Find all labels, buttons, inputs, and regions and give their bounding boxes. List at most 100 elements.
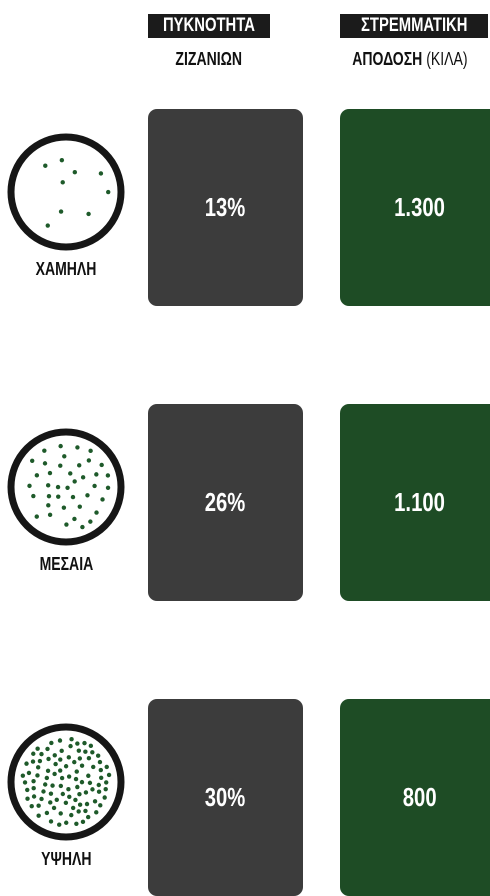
icon-dot bbox=[49, 740, 54, 746]
icon-dot bbox=[25, 787, 30, 793]
icon-dot bbox=[77, 463, 82, 468]
icon-dot bbox=[74, 821, 79, 826]
icon-dot bbox=[79, 779, 85, 785]
icon-dot bbox=[72, 170, 78, 175]
icon-dot bbox=[95, 753, 101, 758]
icon-dot bbox=[50, 783, 55, 788]
icon-dot bbox=[98, 803, 103, 808]
icon-ring bbox=[7, 133, 125, 251]
icon-dot bbox=[30, 759, 36, 764]
icon-dot bbox=[87, 780, 93, 786]
icon-dot bbox=[20, 773, 26, 778]
icon-dot bbox=[45, 223, 50, 228]
icon-dot bbox=[60, 180, 65, 185]
icon-dot bbox=[86, 773, 91, 778]
icon-dot bbox=[59, 157, 65, 163]
icon-dot bbox=[96, 782, 101, 788]
icon-dot bbox=[76, 809, 81, 814]
icon-dot bbox=[100, 497, 105, 502]
icon-dot bbox=[35, 765, 41, 770]
icon-dot bbox=[35, 773, 40, 778]
icon-dot bbox=[62, 454, 67, 459]
icon-dot bbox=[61, 505, 67, 510]
icon-dot bbox=[102, 795, 107, 800]
density-card: 26% bbox=[148, 404, 303, 601]
icon-dot bbox=[39, 796, 44, 802]
icon-dot bbox=[92, 799, 98, 804]
icon-dot bbox=[83, 790, 89, 795]
icon-dot bbox=[85, 493, 90, 498]
column-subtitle: ΑΠΟΔΟΣΗ (ΚΙΛΑ) bbox=[320, 48, 490, 70]
icon-dot bbox=[45, 746, 50, 752]
icon-dot bbox=[31, 794, 37, 799]
icon-dot bbox=[94, 810, 99, 815]
icon-dot bbox=[82, 740, 87, 746]
icon-dot bbox=[58, 443, 63, 449]
icon-dot bbox=[59, 748, 64, 754]
row-label: ΧΑΜΗΛΗ bbox=[6, 259, 126, 280]
density-icon bbox=[7, 723, 125, 841]
icon-dot bbox=[105, 473, 111, 478]
icon-dot bbox=[58, 209, 64, 214]
yield-card: 1.100 bbox=[340, 404, 490, 601]
icon-dot bbox=[70, 805, 76, 811]
icon-dot bbox=[98, 767, 104, 773]
icon-dot bbox=[52, 753, 57, 758]
icon-dot bbox=[80, 475, 86, 480]
icon-dot bbox=[34, 514, 39, 519]
icon-dot bbox=[39, 751, 44, 757]
density-card-text: 13% bbox=[205, 192, 246, 222]
icon-dot bbox=[34, 473, 40, 478]
icon-dot bbox=[98, 171, 104, 176]
icon-dot bbox=[37, 758, 43, 764]
icon-dot bbox=[96, 789, 102, 794]
icon-dot bbox=[63, 800, 69, 805]
icon-dot bbox=[105, 485, 111, 490]
icon-dot bbox=[77, 756, 83, 761]
icon-dot bbox=[35, 746, 40, 751]
icon-dot bbox=[43, 163, 48, 168]
icon-dot bbox=[67, 794, 72, 800]
icon-dot bbox=[58, 768, 63, 773]
icon-dot bbox=[68, 743, 73, 749]
icon-dot bbox=[31, 785, 36, 791]
icon-dot bbox=[46, 756, 51, 762]
icon-dot bbox=[75, 784, 80, 790]
icon-dot bbox=[73, 776, 79, 782]
column-title: ΣΤΡΕΜΜΑΤΙΚΗ bbox=[340, 14, 488, 38]
icon-dot bbox=[75, 741, 80, 746]
icon-dot bbox=[29, 803, 34, 809]
column-subtitle: ΖΙΖΑΝΙΩΝ bbox=[175, 49, 243, 69]
icon-dot bbox=[48, 800, 53, 805]
icon-dot bbox=[69, 737, 74, 742]
icon-dot bbox=[103, 786, 108, 792]
icon-dot bbox=[58, 811, 63, 816]
icon-dot bbox=[75, 445, 80, 450]
icon-ring bbox=[7, 723, 125, 841]
yield-card-text: 800 bbox=[403, 782, 437, 812]
icon-dot bbox=[98, 775, 104, 780]
icon-dot bbox=[44, 775, 50, 781]
icon-dot bbox=[86, 211, 91, 217]
icon-dot bbox=[56, 494, 61, 499]
icon-dot bbox=[58, 757, 63, 762]
icon-dot bbox=[27, 483, 32, 489]
icon-dot bbox=[68, 471, 73, 476]
icon-dot bbox=[106, 772, 112, 778]
icon-dot bbox=[73, 797, 78, 803]
density-icon bbox=[7, 428, 125, 546]
subtitle-text: ΑΠΟΔΟΣΗ bbox=[352, 49, 423, 69]
density-card: 30% bbox=[148, 699, 303, 896]
icon-dot bbox=[70, 494, 76, 500]
density-card: 13% bbox=[148, 109, 303, 306]
icon-dot bbox=[42, 448, 47, 453]
icon-dot bbox=[99, 462, 104, 468]
icon-dot bbox=[57, 822, 62, 827]
icon-dot bbox=[58, 463, 63, 468]
density-icon bbox=[7, 133, 125, 251]
icon-dot bbox=[47, 512, 53, 518]
icon-dot bbox=[51, 805, 57, 811]
icon-dot bbox=[69, 812, 74, 818]
icon-dot bbox=[76, 748, 82, 753]
